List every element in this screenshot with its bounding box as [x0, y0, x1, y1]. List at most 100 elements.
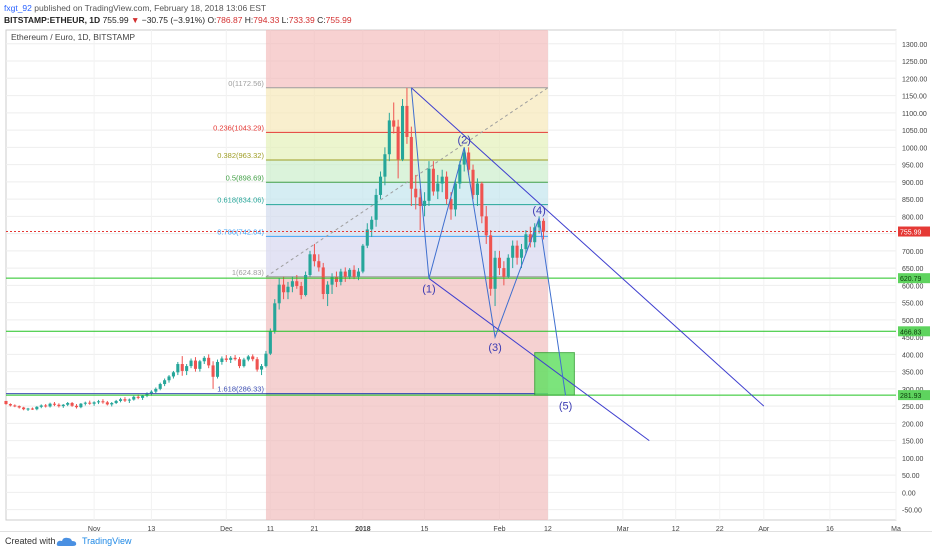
low-label: L:	[281, 15, 289, 25]
candle-body	[467, 152, 471, 170]
candle-body	[52, 403, 57, 405]
candles[interactable]	[4, 87, 546, 411]
candle-body	[35, 406, 39, 410]
candle-body	[286, 286, 290, 293]
x-tick-label: 12	[544, 526, 552, 531]
open-value: 786.87	[216, 15, 243, 25]
tradingview-cloud-icon[interactable]	[56, 536, 78, 549]
candle-body	[30, 408, 34, 410]
y-tick-label: 650.00	[902, 266, 924, 273]
x-tick-label: 16	[826, 526, 834, 531]
candle-body	[378, 176, 383, 195]
candle-body	[8, 404, 12, 406]
candle-body	[436, 183, 440, 192]
candle-body	[458, 164, 462, 184]
candle-body	[370, 219, 374, 230]
candle-body	[202, 357, 206, 362]
candle-body	[356, 271, 361, 277]
symbol-label[interactable]: BITSTAMP:ETHEUR, 1D	[4, 15, 101, 25]
wave-label: (2)	[457, 134, 470, 146]
created-with-label: Created with	[5, 536, 56, 546]
candle-body	[88, 402, 92, 404]
candle-body	[158, 384, 162, 389]
candle-body	[299, 286, 303, 296]
candle-body	[211, 365, 215, 377]
y-axis[interactable]: 1300.00 1250.00 1200.00 1150.00 1100.00 1050.…	[898, 42, 930, 515]
footer: Created with TradingView	[0, 531, 932, 551]
x-tick-label: 15	[421, 526, 429, 531]
candle-body	[163, 380, 167, 385]
y-tick-label: 450.00	[902, 335, 924, 342]
target-zone	[534, 352, 575, 396]
candle-body	[497, 257, 502, 269]
y-tick-label: 550.00	[902, 301, 924, 308]
channel-upper-line	[411, 87, 765, 407]
candle-body	[114, 400, 118, 404]
candle-body	[110, 403, 114, 405]
fib-band	[265, 236, 548, 277]
candle-body	[339, 271, 343, 282]
fib-level-label: 0.786(742.04)	[217, 227, 264, 236]
candle-body	[365, 229, 369, 246]
y-tick-label: 900.00	[902, 180, 924, 187]
candle-body	[519, 249, 524, 258]
candle-body	[101, 401, 105, 403]
channel-lower-line	[428, 278, 650, 442]
candle-body	[48, 403, 52, 407]
candle-body	[268, 330, 272, 354]
candle-body	[83, 402, 87, 404]
candle-body	[334, 277, 338, 282]
candle-body	[471, 169, 475, 195]
author-link[interactable]: fxgt_92	[4, 3, 32, 13]
candle-body	[295, 281, 299, 287]
candle-body	[224, 358, 228, 360]
x-tick-label: Apr	[758, 526, 770, 531]
candle-body	[343, 271, 347, 277]
drawings[interactable]: (1) (2) (3) (4) (5)	[6, 87, 896, 442]
y-tick-label: 250.00	[902, 404, 924, 411]
price-badge	[898, 390, 930, 401]
wave-label: (4)	[532, 205, 545, 217]
y-tick-label: 500.00	[902, 318, 924, 325]
y-tick-label: 1000.00	[902, 145, 927, 152]
x-axis[interactable]: Nov 13 Dec 11 21 2018 15 Feb 12 Mar 12 22 Apr 16 Ma	[88, 526, 901, 531]
candle-body	[145, 393, 149, 396]
price-change: −30.75 (−3.91%)	[141, 15, 206, 25]
candle-body	[449, 199, 453, 210]
candle-body	[515, 245, 519, 258]
candle-body	[418, 197, 422, 206]
fib-trend-line	[265, 87, 549, 278]
x-tick-label: Feb	[493, 526, 505, 531]
candle-body	[431, 168, 435, 192]
candle-body	[321, 267, 325, 294]
candle-body	[22, 407, 26, 410]
fib-level-label: 1.618(286.33)	[217, 385, 264, 394]
candle-body	[74, 405, 79, 408]
candle-body	[409, 136, 413, 189]
candle-body	[176, 364, 180, 373]
candle-body	[171, 372, 175, 377]
tradingview-brand[interactable]: TradingView	[82, 536, 132, 546]
y-tick-label: 1150.00	[902, 94, 927, 101]
wave-label: (5)	[559, 400, 572, 412]
price-badge	[898, 273, 930, 284]
candle-body	[533, 227, 537, 243]
candle-body	[493, 257, 497, 289]
fib-band	[265, 159, 548, 183]
elliott-wave-path	[410, 87, 567, 396]
close-label: C:	[317, 15, 326, 25]
candle-body	[229, 357, 233, 360]
last-price: 755.99	[102, 15, 129, 25]
fib-band	[265, 30, 548, 88]
candle-body	[66, 403, 70, 405]
x-tick-label: 11	[267, 526, 274, 531]
y-tick-label: -50.00	[902, 508, 922, 515]
price-badge-label: 281.93	[900, 393, 922, 400]
candle-body	[484, 216, 488, 236]
candle-body	[330, 277, 334, 285]
price-badge	[898, 226, 930, 237]
price-chart[interactable]: 0(1172.56) 0.236(1043.29) 0.382(963.32) 0.5…	[0, 28, 932, 531]
y-tick-label: 850.00	[902, 197, 924, 204]
candle-body	[119, 399, 123, 401]
candle-body	[396, 126, 400, 160]
